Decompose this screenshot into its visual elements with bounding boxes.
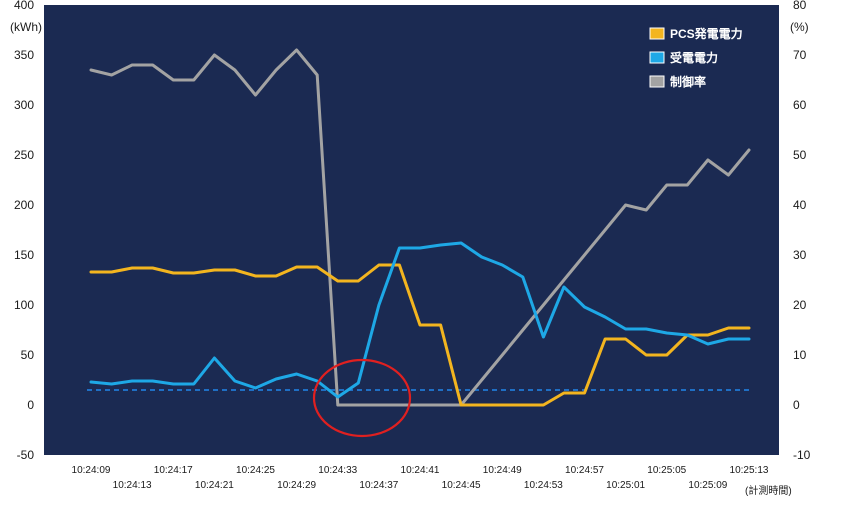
- legend-swatch-1: [649, 51, 665, 64]
- y-right-tick-1: 0: [793, 398, 800, 412]
- x-tick-8: 10:24:41: [401, 465, 440, 476]
- y-left-tick-9: 400: [14, 0, 34, 12]
- x-tick-11: 10:24:53: [524, 480, 563, 491]
- y-right-axis-label: (%): [790, 20, 809, 34]
- y-left-tick-2: 50: [21, 348, 35, 362]
- x-tick-1: 10:24:13: [113, 480, 152, 491]
- plot-background: [44, 5, 779, 455]
- y-right-tick-6: 50: [793, 148, 807, 162]
- y-left-tick-4: 150: [14, 248, 34, 262]
- y-right-tick-labels: -10 0 10 20 30 40 50 60 70 80: [793, 0, 811, 462]
- y-right-tick-3: 20: [793, 298, 807, 312]
- series-line-2: [89, 48, 751, 407]
- y-left-tick-6: 250: [14, 148, 34, 162]
- annotation-circle: [312, 358, 412, 438]
- x-tick-2: 10:24:17: [154, 465, 193, 476]
- x-tick-16: 10:25:13: [730, 465, 769, 476]
- y-right-tick-0: -10: [793, 448, 811, 462]
- y-right-tick-2: 10: [793, 348, 807, 362]
- y-right-tick-5: 40: [793, 198, 807, 212]
- x-tick-9: 10:24:45: [442, 480, 481, 491]
- x-tick-12: 10:24:57: [565, 465, 604, 476]
- x-tick-5: 10:24:29: [277, 480, 316, 491]
- legend-label-1: 受電電力: [670, 50, 718, 65]
- y-right-tick-7: 60: [793, 98, 807, 112]
- y-left-tick-5: 200: [14, 198, 34, 212]
- x-tick-10: 10:24:49: [483, 465, 522, 476]
- x-tick-13: 10:25:01: [606, 480, 645, 491]
- y-left-axis-label: (kWh): [10, 20, 42, 34]
- y-left-tick-0: -50: [17, 448, 35, 462]
- legend-label-2: 制御率: [670, 74, 706, 89]
- series-line-1: [89, 241, 751, 399]
- y-left-tick-labels: -50 0 50 100 150 200 250 300 350 400: [14, 0, 34, 462]
- y-right-tick-9: 80: [793, 0, 807, 12]
- y-left-tick-8: 350: [14, 48, 34, 62]
- x-tick-3: 10:24:21: [195, 480, 234, 491]
- legend-swatch-0: [649, 27, 665, 40]
- y-right-tick-8: 70: [793, 48, 807, 62]
- x-tick-6: 10:24:33: [318, 465, 357, 476]
- legend-label-0: PCS発電電力: [670, 26, 743, 41]
- x-tick-15: 10:25:09: [688, 480, 727, 491]
- y-left-tick-7: 300: [14, 98, 34, 112]
- legend-swatch-2: [649, 75, 665, 88]
- x-tick-14: 10:25:05: [647, 465, 686, 476]
- series-line-0: [89, 263, 751, 407]
- x-tick-labels: 10:24:0910:24:1310:24:1710:24:2110:24:25…: [72, 465, 769, 491]
- x-tick-7: 10:24:37: [359, 480, 398, 491]
- y-left-tick-1: 0: [27, 398, 34, 412]
- x-axis-label: (計測時間): [745, 484, 792, 497]
- x-tick-4: 10:24:25: [236, 465, 275, 476]
- series-layer: [89, 48, 751, 407]
- y-left-tick-3: 100: [14, 298, 34, 312]
- y-right-tick-4: 30: [793, 248, 807, 262]
- x-tick-0: 10:24:09: [72, 465, 111, 476]
